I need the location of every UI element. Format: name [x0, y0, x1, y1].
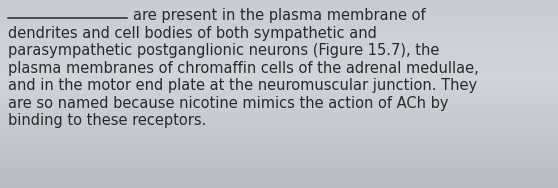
Text: dendrites and cell bodies of both sympathetic and: dendrites and cell bodies of both sympat…	[8, 26, 377, 40]
Text: and in the motor end plate at the neuromuscular junction. They: and in the motor end plate at the neurom…	[8, 78, 477, 93]
Text: are present in the plasma membrane of: are present in the plasma membrane of	[133, 8, 426, 23]
Text: binding to these receptors.: binding to these receptors.	[8, 113, 206, 128]
Text: are so named because nicotine mimics the action of ACh by: are so named because nicotine mimics the…	[8, 96, 449, 111]
Text: parasympathetic postganglionic neurons (Figure 15.7), the: parasympathetic postganglionic neurons (…	[8, 43, 439, 58]
Text: plasma membranes of chromaffin cells of the adrenal medullae,: plasma membranes of chromaffin cells of …	[8, 61, 479, 76]
